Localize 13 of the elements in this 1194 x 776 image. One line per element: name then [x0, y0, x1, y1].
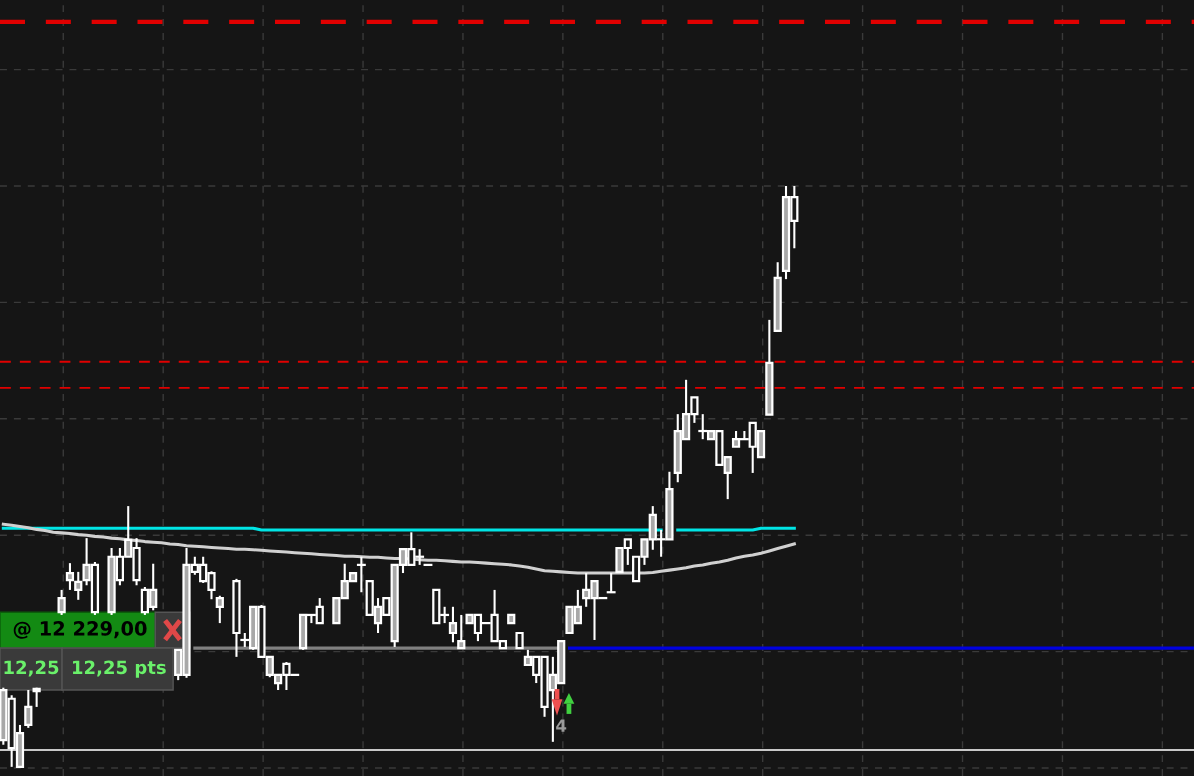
candlestick [74, 570, 83, 601]
candlestick [356, 555, 366, 594]
candlestick [24, 688, 33, 729]
candlestick [215, 594, 224, 625]
annotation: 4 [556, 719, 567, 732]
candlestick [448, 605, 458, 644]
annotation: @ 12 229,00 [13, 621, 147, 639]
candlestick [65, 562, 75, 591]
candlestick [457, 613, 466, 650]
candlestick [57, 588, 66, 616]
candlestick [606, 572, 616, 594]
annotation: 12,25 [4, 660, 59, 677]
annotation: 12,25 pts [72, 660, 166, 678]
